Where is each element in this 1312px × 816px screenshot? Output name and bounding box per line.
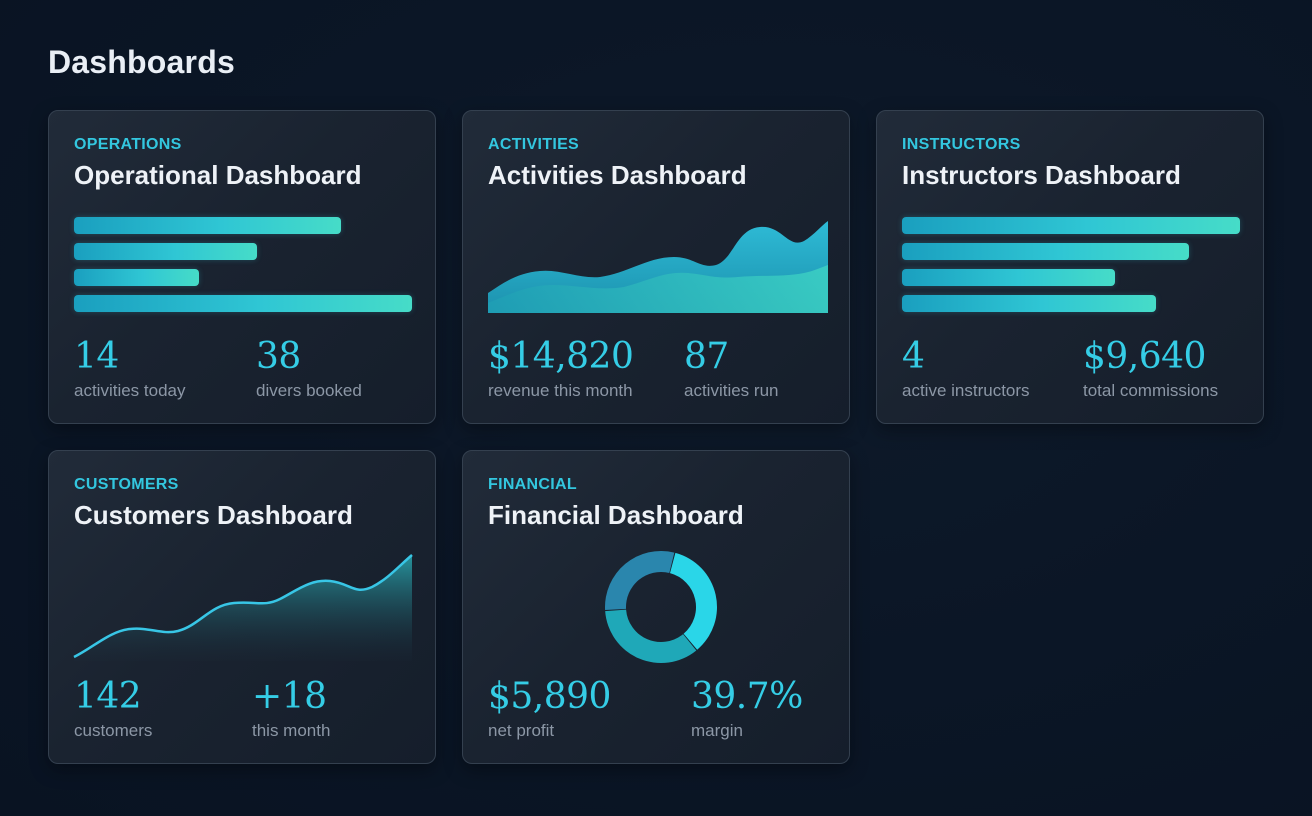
stat-label: active instructors (902, 381, 1030, 400)
stat-value: 14 (74, 336, 119, 377)
stat-value: 38 (256, 336, 301, 377)
card-category: OPERATIONS (74, 136, 182, 153)
card-title: Operational Dashboard (74, 160, 362, 190)
activities-dashboard-card[interactable]: ACTIVITIES Activities Dashboard $14,820 … (462, 110, 850, 424)
stat-revenue-this-month: $14,820 revenue this month (488, 336, 634, 401)
donut-chart-visual (605, 551, 717, 663)
bar (902, 217, 1240, 234)
stat-value: $14,820 (488, 336, 634, 377)
donut-segment (669, 552, 717, 650)
customers-dashboard-card[interactable]: CUSTOMERS Customers Dashboard 142 custom… (48, 450, 436, 764)
stat-net-profit: $5,890 net profit (488, 679, 611, 741)
stat-this-month: +18 this month (252, 679, 330, 741)
card-category: INSTRUCTORS (902, 136, 1021, 153)
stat-activities-run: 87 activities run (684, 339, 778, 401)
stat-value: 87 (684, 336, 729, 377)
line-chart-visual (73, 554, 413, 661)
stat-value: $5,890 (488, 676, 611, 717)
stat-value: 142 (74, 676, 142, 717)
stat-margin: 39.7% margin (691, 679, 803, 741)
card-category: ACTIVITIES (488, 136, 580, 153)
bar (74, 217, 341, 234)
stat-label: total commissions (1083, 381, 1219, 400)
operational-dashboard-card[interactable]: OPERATIONS Operational Dashboard 14 acti… (48, 110, 436, 424)
donut-segment (605, 609, 697, 663)
page-title: Dashboards (48, 44, 235, 80)
stat-label: net profit (488, 721, 555, 740)
card-title: Financial Dashboard (488, 500, 744, 530)
stat-label: activities today (74, 381, 186, 400)
bar (902, 269, 1115, 286)
line-area-fill (74, 555, 412, 661)
instructors-dashboard-card[interactable]: INSTRUCTORS Instructors Dashboard 4 acti… (876, 110, 1264, 424)
bars-visual (74, 215, 414, 313)
card-category: CUSTOMERS (74, 476, 179, 493)
stat-label: divers booked (256, 381, 362, 400)
stat-label: this month (252, 721, 331, 740)
stat-customers: 142 customers (74, 679, 152, 741)
bars-visual (902, 215, 1242, 313)
line-series (73, 554, 413, 659)
bar (74, 243, 257, 260)
card-title: Activities Dashboard (488, 160, 747, 190)
stat-value: 39.7% (691, 676, 803, 717)
area-chart-visual (488, 221, 828, 313)
bar (902, 243, 1189, 260)
stat-value: +18 (252, 676, 327, 717)
card-title: Customers Dashboard (74, 500, 353, 530)
stat-value: 4 (902, 336, 925, 377)
stat-active-instructors: 4 active instructors (902, 339, 1030, 401)
financial-dashboard-card[interactable]: FINANCIAL Financial Dashboard $5,890 net… (462, 450, 850, 764)
card-title: Instructors Dashboard (902, 160, 1181, 190)
stat-label: margin (691, 721, 743, 740)
stat-divers-booked: 38 divers booked (256, 339, 362, 401)
donut-segment (605, 551, 675, 611)
stat-label: customers (74, 721, 153, 740)
area-series-front (488, 265, 828, 313)
stat-activities-today: 14 activities today (74, 339, 186, 401)
stat-value: $9,640 (1083, 336, 1206, 377)
bar (902, 295, 1156, 312)
bar (74, 269, 199, 286)
stat-total-commissions: $9,640 total commissions (1083, 339, 1218, 401)
bar (74, 295, 412, 312)
card-category: FINANCIAL (488, 476, 577, 493)
stat-label: activities run (684, 381, 779, 400)
stat-label: revenue this month (488, 381, 633, 400)
